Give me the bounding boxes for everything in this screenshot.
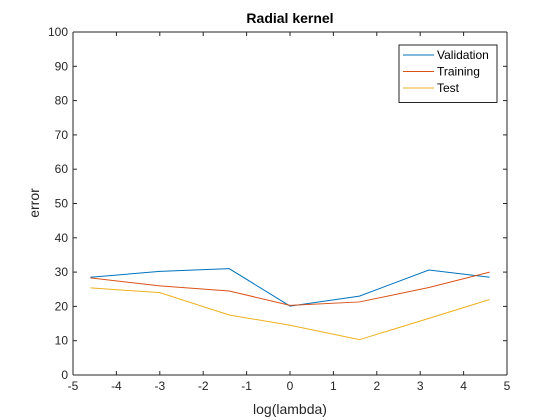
x-tick-label: -3 [154, 379, 165, 393]
x-tick-label: 3 [417, 379, 424, 393]
y-tick-label: 40 [55, 231, 69, 245]
series-line-test [90, 287, 490, 341]
legend: Validation Training Test [398, 44, 498, 103]
x-tick-label: 1 [330, 379, 337, 393]
series-line-validation [90, 268, 490, 307]
y-tick-label: 100 [48, 25, 68, 39]
x-tick-label: -4 [111, 379, 122, 393]
y-tick-label: 70 [55, 128, 69, 142]
y-tick-label: 90 [55, 59, 69, 73]
x-tick-label: 0 [287, 379, 294, 393]
x-axis: -5 -4 -3 -2 -1 0 1 2 3 4 5 [68, 32, 511, 393]
x-tick-label: 5 [504, 379, 511, 393]
y-tick-label: 10 [55, 334, 69, 348]
y-axis: 0 10 20 30 40 50 60 70 80 90 100 [48, 25, 507, 382]
y-tick-label: 50 [55, 197, 69, 211]
y-axis-label: error [26, 188, 42, 218]
legend-label-validation: Validation [437, 48, 489, 62]
x-axis-label: log(lambda) [253, 401, 327, 417]
y-tick-label: 30 [55, 265, 69, 279]
legend-label-test: Test [437, 81, 460, 95]
chart-title: Radial kernel [246, 10, 333, 26]
y-tick-label: 0 [61, 368, 68, 382]
x-tick-label: -1 [241, 379, 252, 393]
plot-lines [90, 268, 490, 341]
y-tick-label: 20 [55, 299, 69, 313]
x-tick-label: -5 [68, 379, 79, 393]
legend-label-training: Training [437, 65, 480, 79]
series-line-training [90, 271, 490, 306]
x-tick-label: 2 [373, 379, 380, 393]
y-tick-label: 80 [55, 94, 69, 108]
x-tick-label: 4 [460, 379, 467, 393]
x-tick-label: -2 [198, 379, 209, 393]
y-tick-label: 60 [55, 162, 69, 176]
